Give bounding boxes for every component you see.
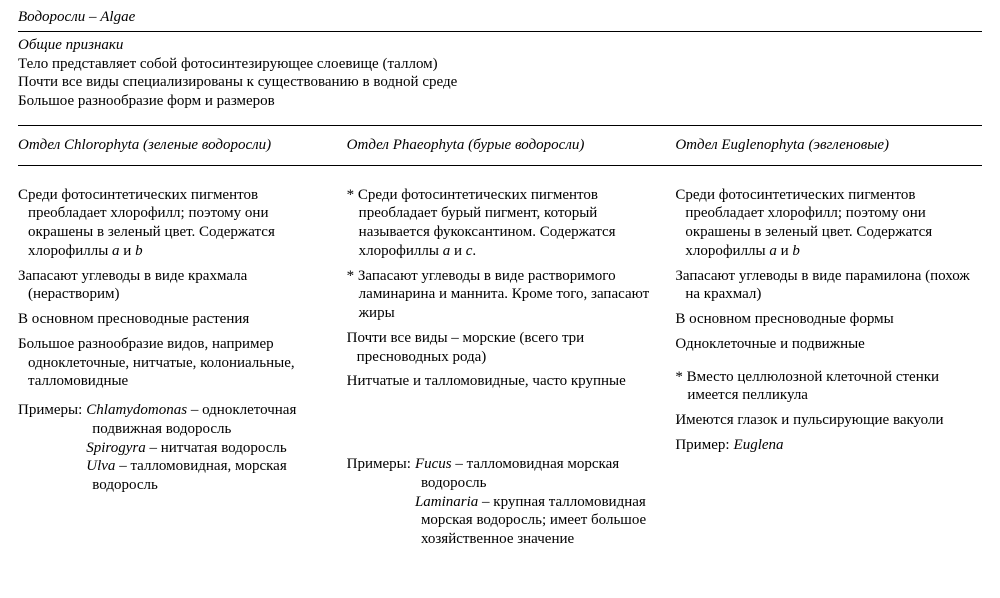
trait-storage: * Запасают углеводы в виде растворимого … [347,267,654,323]
trait-pigments: Среди фотосинтетических пигментов преобл… [18,186,325,261]
column-phaeophyta: * Среди фотосинтетических пигментов прео… [347,180,654,549]
title-russian: Водоросли [18,9,85,25]
example-item: Spirogyra – нитчатая водоросль [86,439,324,458]
trait-eyespot: Имеются глазок и пульсирующие вакуоли [675,411,982,430]
title-latin: Algae [100,9,135,25]
column-header: Отдел Phaeophyta (бурые водоросли) [347,136,654,155]
rule-mid-bottom [18,165,982,166]
example-item: Ulva – талломовидная, морская водоросль [86,457,324,495]
examples-block: Примеры: Chlamydomonas – одноклеточная п… [18,401,325,495]
example-item: Chlamydomonas – одноклеточная подвижная … [86,401,324,439]
example-item: Fucus – талломовидная морская водоросль [415,455,653,493]
general-line: Большое разнообразие форм и размеров [18,92,982,111]
example-item: Laminaria – крупная талломовидная морска… [415,493,653,549]
examples-label: Примеры: [347,455,415,549]
examples-label: Примеры: [18,401,86,495]
examples-block: Пример: Euglena [675,436,982,455]
trait-pellicle: * Вместо целлюлозной клеточной стенки им… [675,368,982,406]
general-section: Общие признаки Тело представляет собой ф… [18,36,982,111]
trait-forms: Нитчатые и талломовидные, часто крупные [347,372,654,391]
columns-body: Среди фотосинтетических пигментов преобл… [18,180,982,549]
column-header: Отдел Chlorophyta (зеленые водоросли) [18,136,325,155]
trait-habitat: В основном пресноводные формы [675,310,982,329]
examples-label: Пример: [675,436,733,455]
general-line: Тело представляет собой фотосинтезирующе… [18,55,982,74]
column-phaeophyta-header: Отдел Phaeophyta (бурые водоросли) [347,136,654,157]
column-chlorophyta: Среди фотосинтетических пигментов преобл… [18,180,325,549]
page: Водоросли – Algae Общие признаки Тело пр… [0,0,1000,567]
trait-habitat: Почти все виды – морские (всего три прес… [347,329,654,367]
rule-mid-top [18,125,982,126]
title-separator: – [85,9,100,25]
page-title: Водоросли – Algae [18,8,982,29]
trait-storage: Запасают углеводы в виде парамилона (пох… [675,267,982,305]
column-euglenophyta: Среди фотосинтетических пигментов преобл… [675,180,982,549]
column-chlorophyta-header: Отдел Chlorophyta (зеленые водоросли) [18,136,325,157]
trait-pigments: Среди фотосинтетических пигментов преобл… [675,186,982,261]
general-header: Общие признаки [18,36,982,55]
trait-forms: Одноклеточные и подвижные [675,335,982,354]
column-euglenophyta-header: Отдел Euglenophyta (эвгленовые) [675,136,982,157]
trait-pigments: * Среди фотосинтетических пигментов прео… [347,186,654,261]
example-item: Euglena [734,436,982,455]
general-line: Почти все виды специализированы к сущест… [18,73,982,92]
column-header: Отдел Euglenophyta (эвгленовые) [675,136,982,155]
trait-storage: Запасают углеводы в виде крахмала (нерас… [18,267,325,305]
trait-forms: Большое разнообразие видов, например одн… [18,335,325,391]
columns-headers: Отдел Chlorophyta (зеленые водоросли) От… [18,136,982,157]
trait-habitat: В основном пресноводные растения [18,310,325,329]
rule-top [18,31,982,32]
examples-block: Примеры: Fucus – талломовидная морская в… [347,455,654,549]
